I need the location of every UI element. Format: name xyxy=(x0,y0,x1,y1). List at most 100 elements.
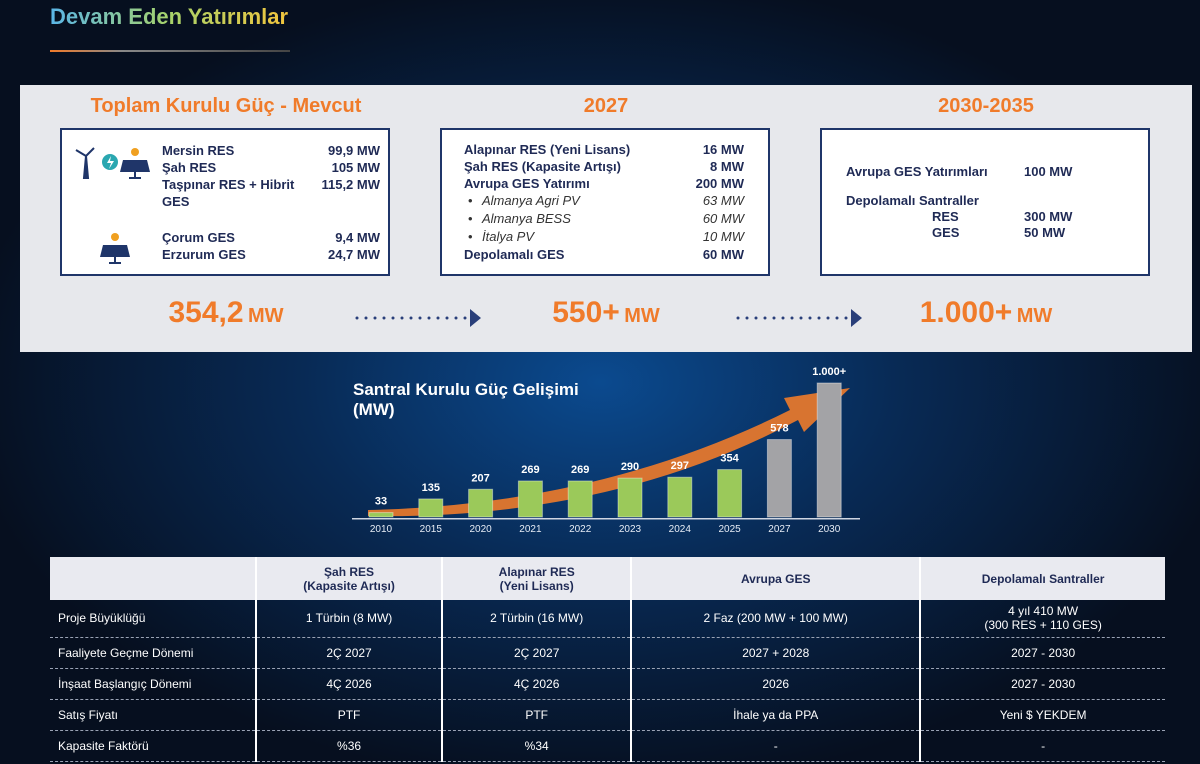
panel-row: Şah RES 105 MW xyxy=(62,159,380,176)
row-value: 100 MW xyxy=(1024,164,1073,179)
item-name: Almanya Agri PV xyxy=(482,193,580,208)
data-label: 269 xyxy=(571,464,589,476)
bar xyxy=(667,476,693,518)
x-tick-label: 2025 xyxy=(718,524,741,535)
table-cell: %36 xyxy=(254,730,443,762)
row-value: 16 MW xyxy=(702,142,744,157)
item-name: GES xyxy=(932,225,960,240)
table-cell: 4Ç 2026 xyxy=(254,668,443,700)
panel-row: Alapınar RES (Yeni Lisans) 16 MW xyxy=(442,141,744,158)
data-label: 290 xyxy=(621,461,639,473)
panel-subrow: • Almanya BESS 60 MW xyxy=(442,210,744,228)
row-group: Alapınar RES (Yeni Lisans) 16 MW Şah RES (… xyxy=(442,141,768,263)
item-value: 60 MW xyxy=(702,211,744,226)
row-name: Şah RES (Kapasite Artışı) xyxy=(464,159,622,174)
row-group: Çorum GES 9,4 MW Erzurum GES 24,7 MW xyxy=(62,229,388,264)
panel-box: Avrupa GES Yatırımları 100 MW Depolamalı S… xyxy=(820,128,1150,276)
x-tick-label: 2024 xyxy=(669,524,692,535)
row-name: Şah RES xyxy=(162,159,217,175)
panel-box: Mersin RES 99,9 MW Şah RES 105 MW Taşpınar R… xyxy=(60,128,390,276)
row-name: Taşpınar RES + Hibrit GES xyxy=(162,176,295,209)
row-name: Depolamalı Santraller xyxy=(846,193,979,208)
total-unit: MW xyxy=(1016,305,1053,327)
data-label: 1.000+ xyxy=(812,366,846,378)
row-value: 24,7 MW xyxy=(327,246,380,262)
bar xyxy=(368,512,394,518)
row-label: Proje Büyüklüğü xyxy=(50,600,256,638)
column-header: Şah RES (Kapasite Artışı) xyxy=(254,557,443,600)
column-header: Depolamalı Santraller xyxy=(919,557,1165,600)
bar xyxy=(617,477,643,518)
panel-box: Alapınar RES (Yeni Lisans) 16 MW Şah RES (… xyxy=(440,128,770,276)
growth-arrow xyxy=(368,388,850,517)
table-cell: PTF xyxy=(254,699,443,731)
item-value: 50 MW xyxy=(1024,225,1066,240)
table-cell: İhale ya da PPA xyxy=(630,699,921,731)
dotted-arrows xyxy=(355,309,862,327)
data-label: 297 xyxy=(671,460,689,472)
row-value: 115,2 MW xyxy=(321,176,380,192)
row-name: Avrupa GES Yatırımı xyxy=(464,176,590,191)
total-value: 354,2 xyxy=(168,296,244,329)
data-label: 578 xyxy=(770,423,788,435)
x-tick-label: 2020 xyxy=(469,524,492,535)
column-header: Alapınar RES (Yeni Lisans) xyxy=(441,557,632,600)
x-tick-label: 2010 xyxy=(370,524,393,535)
item-value: 63 MW xyxy=(702,193,744,208)
table-cell: 2027 - 2030 xyxy=(919,637,1165,669)
panel-row: Erzurum GES 24,7 MW xyxy=(62,246,380,263)
row-name: Çorum GES xyxy=(162,229,235,245)
panel-row: Avrupa GES Yatırımları 100 MW xyxy=(822,163,1148,180)
project-table: Şah RES (Kapasite Artışı) Alapınar RES (Y… xyxy=(50,557,1165,762)
row-label: Faaliyete Geçme Dönemi xyxy=(50,637,256,669)
x-tick-label: 2023 xyxy=(619,524,642,535)
title-underline xyxy=(50,50,290,52)
row-value: 8 MW xyxy=(710,159,744,174)
panel-title: 2030-2035 xyxy=(938,95,1034,117)
panel-total: 354,2 MW xyxy=(59,296,393,330)
table-row: Proje Büyüklüğü 1 Türbin (8 MW) 2 Türbin (… xyxy=(50,600,1165,638)
item-name: Almanya BESS xyxy=(482,211,571,226)
table-cell: Yeni $ YEKDEM xyxy=(919,699,1165,731)
table-row: İnşaat Başlangıç Dönemi 4Ç 2026 4Ç 2026 202… xyxy=(50,668,1165,700)
data-label: 135 xyxy=(422,482,440,494)
bullet: • xyxy=(468,211,473,226)
table-cell: - xyxy=(630,730,921,762)
table-cell: 2027 - 2030 xyxy=(919,668,1165,700)
item-value: 10 MW xyxy=(702,229,744,244)
table-row: Kapasite Faktörü %36 %34- - xyxy=(50,730,1165,762)
panel-total: 550+ MW xyxy=(439,296,773,330)
bar xyxy=(766,439,792,518)
panel-total: 1.000+ MW xyxy=(819,296,1153,330)
bar xyxy=(816,382,842,518)
row-label: Kapasite Faktörü xyxy=(50,730,256,762)
table-cell: 2Ç 2027 xyxy=(441,637,632,669)
row-value: 99,9 MW xyxy=(327,142,380,158)
icon xyxy=(75,146,150,179)
panel-row: Depolamalı Santraller xyxy=(822,192,1148,209)
table-cell: 1 Türbin (8 MW) xyxy=(254,600,443,638)
table-row: Satış Fiyatı PTF PTF İhale ya da PPA Yeni $ … xyxy=(50,699,1165,731)
table-row: Faaliyete Geçme Dönemi 2Ç 2027 2Ç 2027 2027… xyxy=(50,637,1165,669)
chart-title: Santral Kurulu Güç Gelişimi (MW) xyxy=(353,380,579,419)
item-value: 300 MW xyxy=(1024,209,1073,224)
table-cell: 2027 + 2028 xyxy=(630,637,921,669)
table-cell: 4 yıl 410 MW (300 RES + 110 GES) xyxy=(919,600,1165,638)
row-name: Alapınar RES (Yeni Lisans) xyxy=(464,142,631,157)
data-label: 33 xyxy=(375,496,387,508)
x-tick-label: 2022 xyxy=(569,524,592,535)
x-tick-label: 2021 xyxy=(519,524,542,535)
panel-row: Çorum GES 9,4 MW xyxy=(62,229,380,246)
panel-row: Mersin RES 99,9 MW xyxy=(62,142,380,159)
bar xyxy=(517,480,543,518)
x-tick-label: 2027 xyxy=(768,524,791,535)
bullet: • xyxy=(468,229,473,244)
total-value: 550+ xyxy=(552,296,620,329)
table-cell: 4Ç 2026 xyxy=(441,668,632,700)
panel-row: Avrupa GES Yatırımı 200 MW xyxy=(442,175,744,192)
data-label: 207 xyxy=(471,472,489,484)
table-cell: 2026 xyxy=(630,668,921,700)
